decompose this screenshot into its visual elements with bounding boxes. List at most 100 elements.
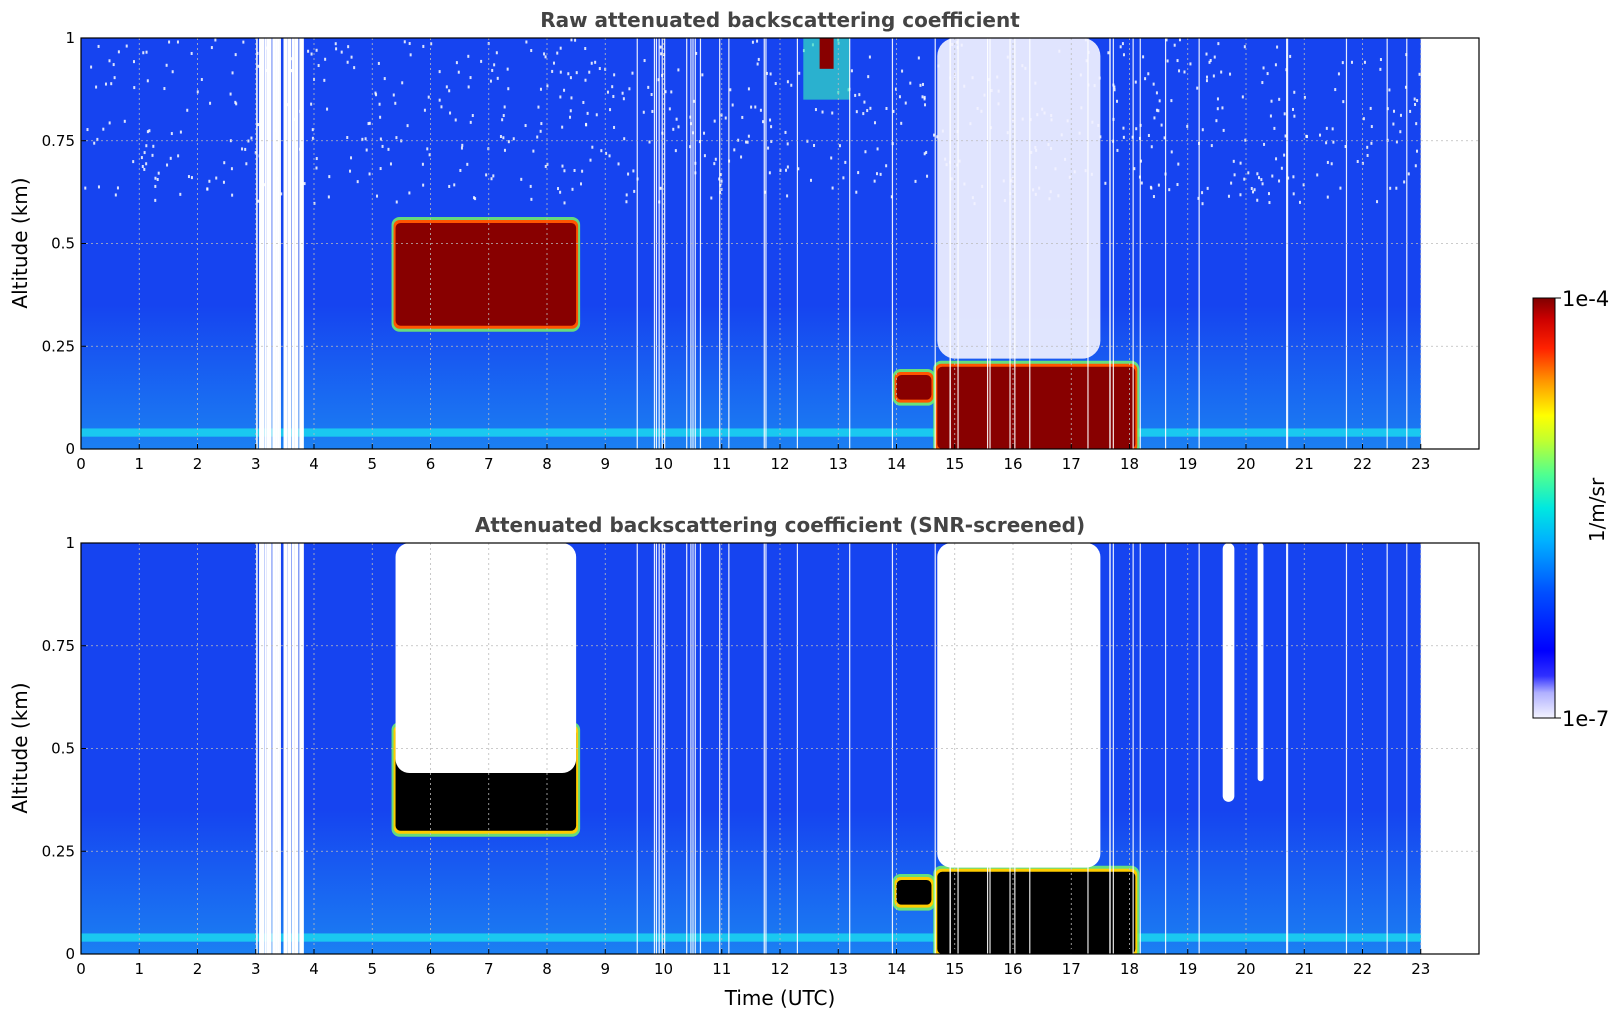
noise-speck [1263,142,1266,146]
noise-speck [769,118,772,122]
noise-speck [814,108,817,112]
noise-speck [1399,130,1402,134]
noise-speck [364,137,367,141]
noise-speck [97,44,100,48]
missing-profile [658,38,660,449]
noise-speck [145,50,148,54]
noise-speck [496,76,499,80]
noise-speck [480,59,483,63]
noise-speck [1415,122,1418,126]
noise-speck [731,103,734,107]
missing-profile [653,38,656,449]
missing-profile [264,543,266,954]
noise-speck [1170,99,1173,103]
noise-speck [768,171,771,175]
x-tick-label: 20 [1236,455,1255,473]
missing-profile [284,543,287,954]
noise-speck [710,196,713,200]
missing-profile [1009,543,1011,954]
noise-speck [1168,188,1171,192]
noise-speck [460,146,463,150]
noise-speck [1157,183,1160,187]
noise-speck [552,61,555,65]
noise-speck [544,164,547,168]
noise-speck [123,119,126,123]
noise-speck [423,108,426,112]
x-tick-label: 9 [600,960,610,978]
heatmap-raw [81,38,1421,449]
noise-speck [672,127,675,131]
x-tick-label: 2 [193,960,203,978]
noise-speck [310,102,313,106]
noise-speck [512,137,515,141]
noise-speck [1215,119,1218,123]
noise-speck [631,71,634,75]
missing-profile [989,38,991,449]
missing-profile [279,38,281,449]
missing-profile [299,543,301,954]
noise-speck [1256,172,1259,176]
noise-speck [1212,74,1215,78]
noise-speck [1289,54,1292,58]
noise-speck [1292,175,1295,179]
missing-profile [1164,38,1167,449]
noise-speck [1275,157,1278,161]
noise-speck [422,44,425,48]
noise-speck [762,120,765,124]
noise-speck [495,51,498,55]
noise-speck [1209,58,1212,62]
missing-profile [1198,543,1200,954]
noise-speck [1189,62,1192,66]
noise-speck [1257,176,1260,180]
y-axis-label: Altitude (km) [8,177,32,308]
noise-speck [408,42,411,46]
noise-speck [530,197,533,201]
noise-speck [1339,186,1342,190]
noise-speck [166,163,169,167]
noise-speck [313,201,316,205]
noise-speck [323,78,326,82]
missing-profile [765,38,767,449]
missing-profile [1029,543,1031,954]
noise-speck [1099,135,1102,139]
noise-speck [349,169,352,173]
x-tick-label: 15 [945,960,964,978]
noise-speck [1165,38,1168,42]
noise-speck [1113,88,1116,92]
y-axis-ticks: 0 0.25 0.5 0.75 1 [42,29,86,458]
noise-speck [924,103,927,107]
y-axis-label: Altitude (km) [8,682,32,813]
noise-speck [1176,183,1179,187]
noise-speck [1292,107,1295,111]
noise-speck [1369,106,1372,110]
noise-speck [459,168,462,172]
noise-speck [108,121,111,125]
noise-speck [1153,116,1156,120]
noise-speck [170,132,173,136]
noise-speck [210,46,213,50]
noise-speck [1197,196,1200,200]
noise-speck [379,167,382,171]
missing-profile [288,38,291,449]
noise-speck [223,161,226,165]
colorbar-max-label: 1e-4 [1562,287,1609,311]
noise-speck [242,40,245,44]
screened-region [937,543,1101,868]
missing-profile [1009,38,1011,449]
noise-speck [701,73,704,77]
missing-profile [1164,543,1167,954]
x-tick-label: 1 [134,960,144,978]
noise-speck [247,139,250,143]
noise-speck [152,144,155,148]
noise-speck [445,85,448,89]
noise-speck [426,147,429,151]
noise-speck [506,67,509,71]
noise-speck [831,111,834,115]
noise-speck [95,85,98,89]
noise-speck [1261,81,1264,85]
x-axis-label: Time (UTC) [724,986,836,1010]
noise-speck [214,38,217,42]
missing-profile [1132,543,1134,954]
noise-speck [179,130,182,134]
noise-speck [1239,193,1242,197]
